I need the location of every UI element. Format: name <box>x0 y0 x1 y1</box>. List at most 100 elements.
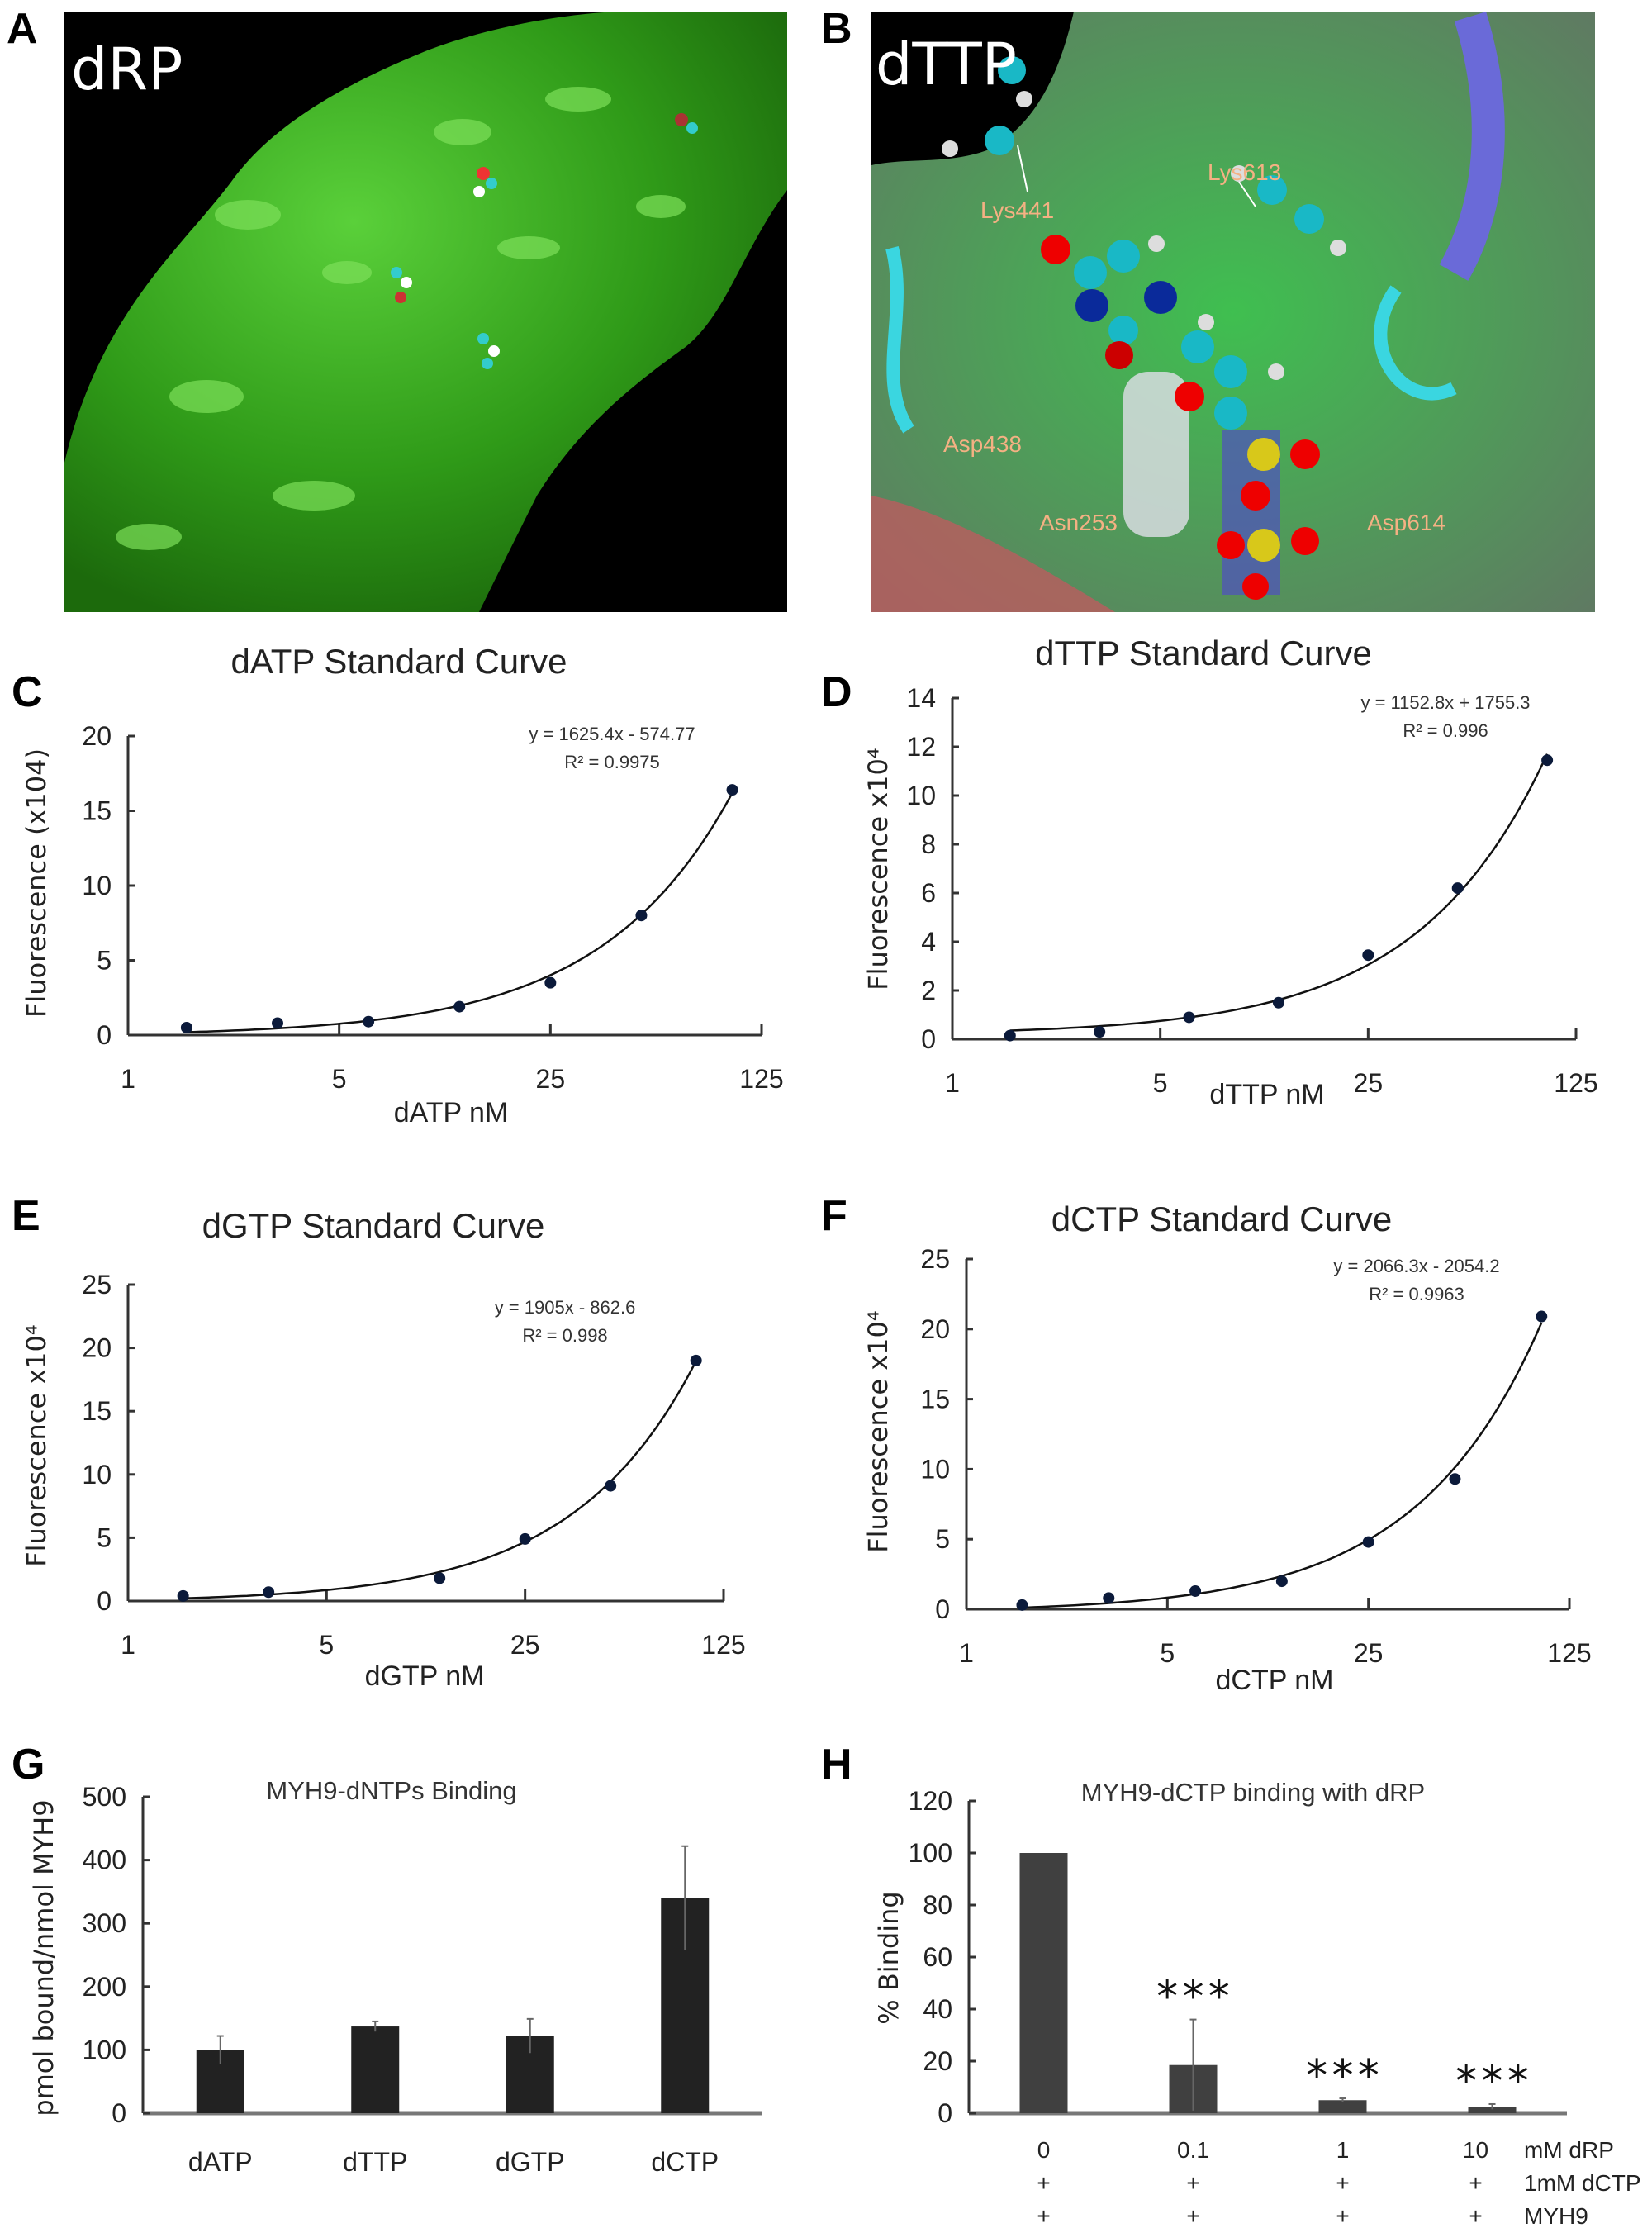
trendline-equation: y = 1905x - 862.6 <box>495 1297 636 1318</box>
y-tick-label: 5 <box>97 1523 112 1552</box>
data-point <box>263 1586 275 1599</box>
x-axis-label: dCTP nM <box>1216 1665 1334 1696</box>
y-tick-label: 200 <box>83 1972 126 2002</box>
trendline <box>1009 753 1549 1032</box>
significance-marker: *** <box>1155 1973 1232 2022</box>
bar <box>1318 2100 1367 2113</box>
panel-letter-e: E <box>12 1192 40 1240</box>
data-point <box>726 784 738 796</box>
bar <box>1468 2107 1517 2113</box>
y-tick-label: 20 <box>920 1314 950 1344</box>
y-tick-label: 0 <box>935 1594 950 1624</box>
y-tick-label: 12 <box>906 732 936 762</box>
y-tick-label: 5 <box>97 946 112 976</box>
x-tick-label: dTTP <box>343 2147 407 2177</box>
x-tick-label: 1 <box>121 1630 135 1660</box>
data-point <box>177 1589 189 1602</box>
chart-panel-g: G MYH9-dNTPs Binding pmol bound/nmol MYH9 0… <box>12 1741 762 2177</box>
data-point <box>1094 1026 1106 1038</box>
data-point <box>1362 949 1374 962</box>
condition-cell: + <box>1469 2203 1482 2228</box>
x-tick-label: dGTP <box>496 2147 565 2177</box>
y-tick-label: 100 <box>909 1838 952 1868</box>
data-point <box>1275 1575 1288 1588</box>
dttp-ligand-atoms <box>1041 235 1320 600</box>
y-tick-label: 10 <box>906 781 936 810</box>
y-tick-label: 6 <box>921 878 936 908</box>
trendline <box>186 792 733 1033</box>
y-tick-label: 20 <box>82 1333 112 1363</box>
y-tick-label: 10 <box>920 1454 950 1484</box>
trendline-equation: y = 2066.3x - 2054.2 <box>1333 1256 1499 1276</box>
trendline <box>1022 1322 1543 1609</box>
data-point <box>1189 1584 1202 1597</box>
y-tick-label: 25 <box>920 1244 950 1274</box>
x-tick-label: 125 <box>1554 1068 1597 1098</box>
y-tick-label: 60 <box>923 1942 952 1972</box>
panel-letter-b: B <box>821 5 852 53</box>
y-tick-label: 400 <box>83 1846 126 1875</box>
data-point <box>1362 1536 1374 1548</box>
condition-cell: + <box>1037 2170 1050 2196</box>
condition-row-label: 1mM dCTP <box>1524 2170 1641 2196</box>
condition-cell: 1 <box>1336 2137 1350 2163</box>
y-tick-label: 15 <box>82 796 112 826</box>
r-squared: R² = 0.9975 <box>564 752 660 772</box>
y-tick-label: 10 <box>82 871 112 900</box>
panel-letter-g: G <box>12 1741 45 1789</box>
y-axis-label: Fluorescence x10⁴ <box>862 1310 894 1552</box>
y-tick-label: 15 <box>920 1385 950 1414</box>
data-point <box>605 1480 617 1492</box>
data-point <box>1004 1029 1016 1042</box>
condition-row-label: MYH9 <box>1524 2203 1588 2228</box>
significance-marker: *** <box>1454 2057 1531 2107</box>
data-point <box>519 1532 531 1545</box>
x-tick-label: 25 <box>1354 1638 1384 1668</box>
data-point <box>1541 754 1554 767</box>
data-point <box>453 1000 466 1013</box>
panel-letter-f: F <box>821 1192 847 1240</box>
residue-label-lys613: Lys613 <box>1208 159 1281 185</box>
x-tick-label: dCTP <box>651 2147 719 2177</box>
x-tick-label: 25 <box>536 1064 566 1094</box>
significance-marker: *** <box>1304 2051 1382 2101</box>
r-squared: R² = 0.9963 <box>1369 1284 1464 1304</box>
residue-label-lys441: Lys441 <box>980 197 1054 223</box>
data-point <box>1272 996 1284 1009</box>
x-axis-label: dTTP nM <box>1209 1079 1324 1110</box>
y-axis-label: Fluorescence (x104) <box>21 748 52 1018</box>
data-point <box>1449 1473 1461 1485</box>
data-point <box>272 1017 284 1029</box>
y-axis-label: Fluorescence x10⁴ <box>21 1324 52 1566</box>
trendline <box>183 1360 697 1600</box>
y-tick-label: 20 <box>82 721 112 751</box>
trendline-equation: y = 1625.4x - 574.77 <box>529 724 695 744</box>
lysine-sidechain-atoms <box>942 56 1346 256</box>
chart-title: MYH9-dNTPs Binding <box>266 1776 516 1805</box>
y-tick-label: 40 <box>923 1994 952 2024</box>
data-point <box>1451 882 1464 895</box>
x-tick-label: 125 <box>739 1064 783 1094</box>
y-tick-label: 100 <box>83 2035 126 2064</box>
r-squared: R² = 0.996 <box>1403 720 1488 741</box>
condition-cell: + <box>1469 2170 1482 2196</box>
condition-cell: 10 <box>1463 2137 1488 2163</box>
y-tick-label: 500 <box>83 1782 126 1812</box>
x-tick-label: 25 <box>1354 1068 1384 1098</box>
chart-title: dCTP Standard Curve <box>1051 1200 1392 1238</box>
data-point <box>1103 1592 1115 1604</box>
chart-title: dTTP Standard Curve <box>1035 634 1372 672</box>
x-axis-label: dGTP nM <box>365 1660 485 1692</box>
x-tick-label: 5 <box>1153 1068 1168 1098</box>
y-tick-label: 10 <box>82 1460 112 1489</box>
condition-cell: + <box>1186 2203 1199 2228</box>
trendline-equation: y = 1152.8x + 1755.3 <box>1360 692 1530 713</box>
x-tick-label: 1 <box>959 1638 974 1668</box>
data-point <box>544 976 557 989</box>
data-point <box>434 1572 446 1584</box>
